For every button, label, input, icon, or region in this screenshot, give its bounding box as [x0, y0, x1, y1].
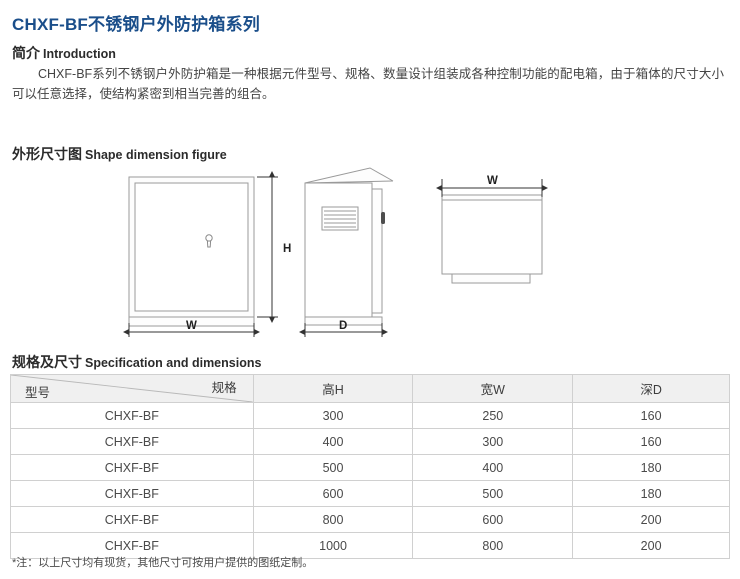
cell-model: CHXF-BF — [10, 506, 254, 533]
table-row: CHXF-BF 600 500 180 — [10, 480, 730, 507]
introduction-paragraph: CHXF-BF系列不锈钢户外防护箱是一种根据元件型号、规格、数量设计组装成各种控… — [12, 67, 724, 101]
cell-height: 400 — [252, 428, 414, 455]
table-header: 规格 型号 高H 宽W 深D — [10, 374, 730, 403]
cell-width: 300 — [412, 428, 574, 455]
table-body: CHXF-BF 300 250 160 CHXF-BF 400 300 160 … — [10, 402, 730, 559]
table-header-row: 规格 型号 高H 宽W 深D — [10, 374, 730, 403]
front-view-figure — [128, 176, 255, 327]
cell-height: 300 — [252, 402, 414, 429]
cell-height: 800 — [252, 506, 414, 533]
cell-depth: 160 — [572, 402, 730, 429]
section-heading-shape: 外形尺寸图 Shape dimension figure — [12, 144, 227, 164]
door-lock-icon — [205, 234, 213, 248]
section-heading-introduction-cn: 简介 — [12, 45, 40, 61]
table-header-depth: 深D — [572, 374, 730, 403]
dimension-drawings-svg: H W — [123, 167, 548, 337]
cell-model: CHXF-BF — [10, 532, 254, 559]
front-view-height-label: H — [283, 243, 291, 255]
side-view-handle-icon — [381, 212, 385, 224]
table-row: CHXF-BF 800 600 200 — [10, 506, 730, 533]
section-heading-introduction-en: Introduction — [43, 47, 116, 61]
front-view-height-dimension — [257, 171, 278, 323]
table-row: CHXF-BF 500 400 180 — [10, 454, 730, 481]
section-heading-specification: 规格及尺寸 Specification and dimensions — [12, 352, 261, 372]
side-view-figure — [304, 167, 394, 326]
cell-height: 600 — [252, 480, 414, 507]
side-view-depth-dimension — [299, 323, 388, 337]
front-view-width-dimension — [123, 323, 260, 337]
section-heading-shape-en: Shape dimension figure — [85, 148, 227, 162]
specification-table: 规格 型号 高H 宽W 深D CHXF-BF 300 250 160 CHXF-… — [10, 374, 730, 559]
section-heading-specification-en: Specification and dimensions — [85, 356, 262, 370]
cell-depth: 180 — [572, 480, 730, 507]
section-heading-specification-cn: 规格及尺寸 — [12, 354, 82, 370]
table-row: CHXF-BF 400 300 160 — [10, 428, 730, 455]
cell-width: 800 — [412, 532, 574, 559]
table-header-width: 宽W — [412, 374, 574, 403]
table-footnote: *注：以上尺寸均有现货，其他尺寸可按用户提供的图纸定制。 — [12, 557, 314, 569]
table-corner-model-label: 型号 — [25, 386, 51, 400]
cell-depth: 160 — [572, 428, 730, 455]
cell-depth: 200 — [572, 532, 730, 559]
cell-width: 400 — [412, 454, 574, 481]
side-view-louver-vent — [321, 206, 359, 231]
side-view-depth-label: D — [339, 320, 347, 332]
table-header-height: 高H — [252, 374, 414, 403]
table-row: CHXF-BF 300 250 160 — [10, 402, 730, 429]
page-title: CHXF-BF不锈钢户外防护箱系列 — [12, 15, 260, 34]
front-view-width-label: W — [186, 320, 197, 332]
cell-width: 500 — [412, 480, 574, 507]
cell-width: 250 — [412, 402, 574, 429]
cell-model: CHXF-BF — [10, 428, 254, 455]
cell-model: CHXF-BF — [10, 402, 254, 429]
shape-dimension-figures: H W — [0, 165, 740, 340]
section-heading-shape-cn: 外形尺寸图 — [12, 146, 82, 162]
corner-diagonal-line — [11, 375, 253, 402]
section-heading-introduction: 简介 Introduction — [12, 43, 116, 63]
top-view-width-label: W — [487, 175, 498, 187]
cell-depth: 200 — [572, 506, 730, 533]
top-view-width-dimension — [436, 179, 548, 197]
cell-model: CHXF-BF — [10, 480, 254, 507]
table-corner-cell: 规格 型号 — [10, 374, 254, 403]
cell-height: 500 — [252, 454, 414, 481]
table-corner-spec-label: 规格 — [211, 381, 237, 395]
cell-depth: 180 — [572, 454, 730, 481]
cell-height: 1000 — [252, 532, 414, 559]
top-view-figure — [441, 194, 543, 284]
cell-width: 600 — [412, 506, 574, 533]
table-row: CHXF-BF 1000 800 200 — [10, 532, 730, 559]
cell-model: CHXF-BF — [10, 454, 254, 481]
